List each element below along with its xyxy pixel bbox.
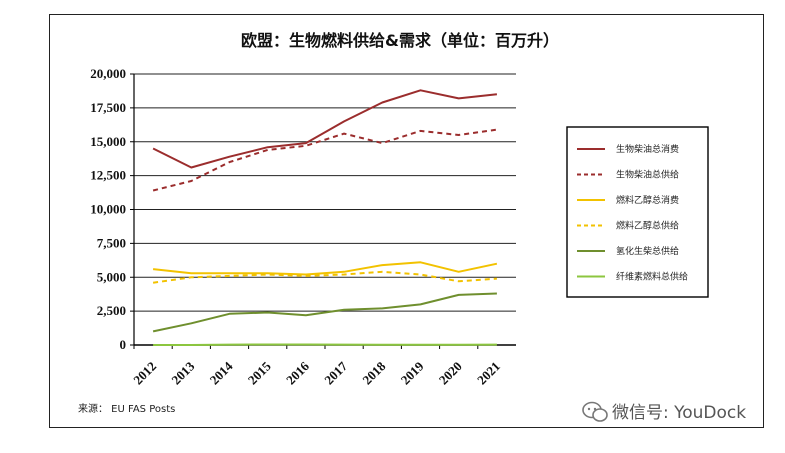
y-tick-label: 10,000: [90, 202, 126, 217]
legend-label: 燃料乙醇总供给: [616, 220, 679, 232]
x-tick-label: 2020: [436, 359, 465, 388]
watermark: 微信号: YouDock: [582, 401, 746, 423]
legend-label: 生物柴油总供给: [616, 169, 679, 181]
y-tick-label: 17,500: [90, 100, 126, 115]
series-line-1: [152, 89, 498, 169]
legend-label: 氢化生柴总供给: [616, 245, 679, 257]
legend: 生物柴油总消费生物柴油总供给燃料乙醇总消费燃料乙醇总供给氢化生柴总供给纤维素燃料…: [566, 126, 709, 298]
legend-label: 纤维素燃料总供给: [616, 271, 688, 283]
x-tick-label: 2013: [168, 358, 197, 387]
watermark-text: 微信号: YouDock: [612, 403, 746, 423]
series-lines: [152, 89, 498, 346]
series-line-4: [152, 270, 497, 284]
legend-label: 燃料乙醇总消费: [616, 194, 679, 206]
y-tick-label: 5,000: [97, 269, 126, 284]
x-tick-label: 2016: [283, 358, 312, 387]
x-tick-label: 2018: [359, 358, 388, 387]
y-tick-label: 2,500: [97, 303, 126, 318]
y-tick-label: 20,000: [90, 66, 126, 81]
x-tick-label: 2021: [474, 359, 503, 388]
grid: [130, 73, 516, 349]
x-tick-label: 2012: [130, 359, 159, 388]
legend-label: 生物柴油总消费: [616, 143, 679, 155]
y-tick-label: 12,500: [90, 168, 126, 183]
wechat-icon: [582, 401, 608, 422]
legend-box: [566, 126, 709, 298]
chart-title: 欧盟：生物燃料供给&需求（单位：百万升）: [241, 31, 559, 50]
x-tick-label: 2014: [207, 358, 236, 387]
series-line-3: [152, 261, 498, 276]
y-tick-label: 15,000: [90, 134, 126, 149]
y-tick-label: 7,500: [97, 235, 126, 250]
series-line-2: [152, 128, 498, 192]
x-tick-label: 2015: [245, 358, 274, 387]
series-line-6: [153, 343, 497, 346]
y-axis-ticks: 0 2,500 5,000 7,500 10,000 12,500 15,000 17,500…: [90, 66, 126, 352]
source-note: 来源： EU FAS Posts: [78, 402, 175, 415]
y-tick-label: 0: [120, 337, 127, 352]
x-axis-ticks: 2012 2013 2014 2015 2016 2017 2018 2019 2020 2021: [130, 358, 503, 387]
x-tick-label: 2017: [321, 358, 350, 387]
x-tick-label: 2019: [398, 358, 427, 387]
series-line-5: [152, 292, 497, 333]
